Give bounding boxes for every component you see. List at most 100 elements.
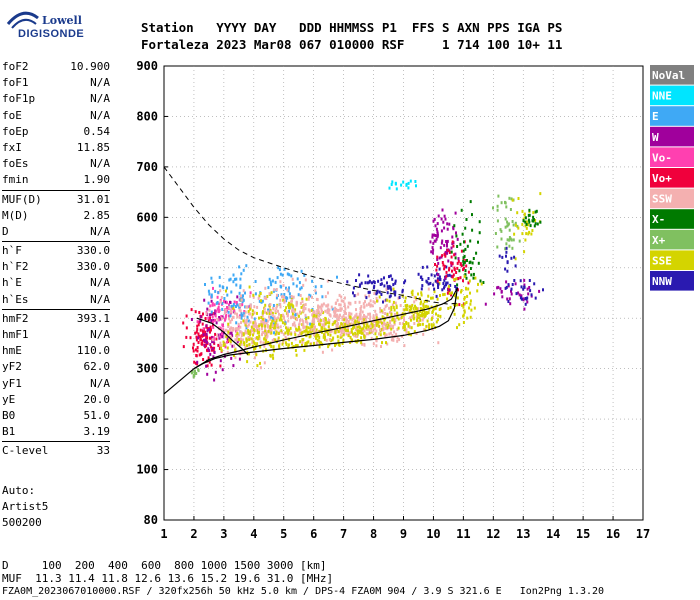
- echo-point: [290, 341, 293, 345]
- echo-point: [533, 282, 536, 286]
- echo-point: [227, 324, 230, 328]
- echo-point: [285, 296, 288, 300]
- echo-point: [313, 320, 316, 324]
- echo-point: [209, 330, 211, 334]
- echo-point: [363, 343, 366, 347]
- echo-point: [249, 320, 252, 324]
- echo-point: [318, 329, 321, 333]
- echo-point: [349, 322, 352, 326]
- param-name: yE: [2, 392, 16, 406]
- echo-point: [272, 306, 275, 310]
- echo-point: [345, 312, 347, 316]
- echo-point: [185, 335, 188, 339]
- echo-point: [352, 286, 355, 290]
- echo-point: [221, 334, 224, 338]
- echo-point: [243, 312, 246, 316]
- echo-point: [365, 296, 368, 300]
- echo-point: [370, 321, 373, 325]
- echo-point: [462, 279, 464, 283]
- echo-point: [256, 336, 258, 340]
- echo-point: [239, 330, 242, 334]
- echo-point: [291, 308, 294, 312]
- echo-point: [211, 347, 214, 351]
- echo-point: [263, 361, 266, 365]
- echo-point: [214, 370, 217, 374]
- echo-point: [337, 318, 340, 321]
- echo-point: [446, 248, 449, 252]
- echo-point: [264, 326, 266, 330]
- echo-point: [292, 295, 295, 299]
- echo-point: [205, 312, 208, 316]
- echo-point: [420, 275, 423, 279]
- echo-point: [217, 343, 220, 347]
- echo-point: [419, 307, 422, 310]
- echo-point: [433, 274, 436, 278]
- echo-point: [282, 313, 285, 317]
- echo-point: [340, 299, 343, 303]
- echo-point: [222, 324, 224, 328]
- echo-point: [385, 288, 388, 291]
- echo-point: [510, 287, 513, 291]
- echo-point: [416, 318, 418, 322]
- echo-point: [215, 301, 218, 305]
- echo-point: [471, 228, 474, 232]
- param-value: 3.19: [83, 425, 111, 439]
- echo-point: [389, 286, 392, 290]
- echo-point: [199, 315, 202, 319]
- echo-point: [197, 341, 200, 344]
- echo-point: [255, 327, 258, 331]
- echo-point: [219, 298, 222, 302]
- echo-point: [349, 302, 352, 306]
- echo-point: [392, 300, 395, 304]
- echo-point: [218, 284, 221, 288]
- echo-point: [318, 310, 321, 314]
- echo-point: [345, 328, 348, 332]
- echo-point: [524, 302, 527, 306]
- echo-point: [244, 345, 247, 349]
- echo-point: [269, 308, 272, 312]
- echo-point: [354, 300, 357, 304]
- echo-point: [301, 323, 304, 327]
- echo-point: [197, 332, 200, 336]
- echo-point: [352, 325, 355, 329]
- echo-point: [210, 276, 213, 280]
- echo-point: [208, 336, 211, 340]
- echo-point: [278, 344, 280, 348]
- echo-point: [417, 292, 419, 296]
- echo-point: [469, 302, 472, 306]
- y-tick-label: 100: [136, 463, 158, 477]
- echo-point: [275, 332, 278, 336]
- echo-point: [466, 244, 469, 248]
- echo-point: [419, 302, 422, 306]
- echo-point: [351, 338, 353, 342]
- echo-point: [219, 317, 222, 321]
- echo-point: [273, 315, 276, 319]
- echo-point: [534, 222, 537, 226]
- param-separator: [2, 241, 110, 243]
- echo-point: [214, 309, 217, 313]
- echo-point: [331, 348, 334, 352]
- echo-point: [431, 309, 434, 313]
- echo-point: [450, 250, 453, 254]
- echo-point: [275, 288, 278, 291]
- echo-point: [294, 324, 297, 328]
- echo-point: [404, 299, 407, 303]
- echo-point: [527, 218, 530, 222]
- echo-point: [356, 332, 359, 336]
- echo-point: [209, 313, 211, 317]
- echo-point: [399, 304, 402, 307]
- echo-point: [397, 296, 400, 300]
- echo-point: [337, 322, 339, 326]
- echo-point: [215, 309, 218, 313]
- echo-point: [252, 321, 255, 325]
- echo-point: [292, 322, 295, 326]
- echo-point: [369, 329, 372, 333]
- echo-point: [356, 316, 359, 320]
- echo-point: [533, 224, 536, 228]
- echo-point: [342, 338, 345, 342]
- echo-point: [319, 305, 322, 309]
- param-name: D: [2, 224, 9, 238]
- param-name: hmF2: [2, 311, 29, 325]
- echo-point: [367, 325, 370, 329]
- echo-point: [352, 291, 354, 295]
